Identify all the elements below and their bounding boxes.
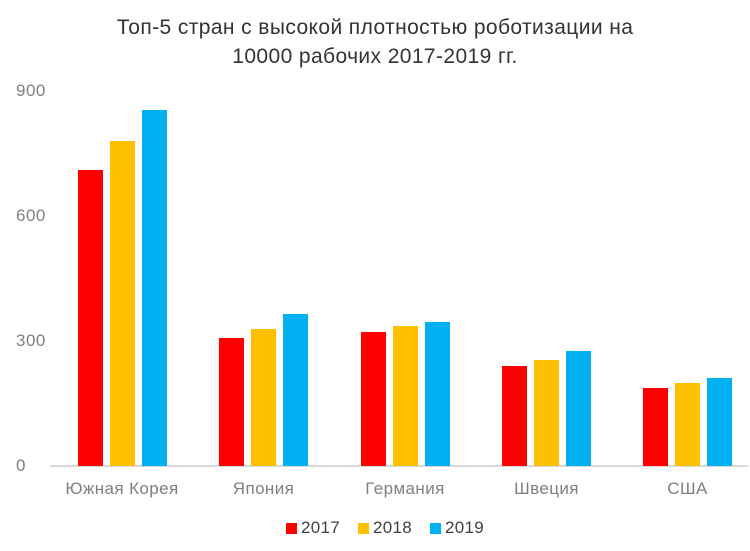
chart-title-line-1: Топ-5 стран с высокой плотностью роботиз… — [116, 16, 634, 39]
legend-label: 2019 — [445, 518, 485, 537]
category-label: Германия — [365, 479, 445, 498]
x-axis-line — [50, 465, 748, 467]
bar-2018-5 — [675, 382, 700, 466]
bar-2019-1 — [141, 109, 167, 466]
category-label: США — [667, 479, 708, 498]
legend-item-2019: 2019 — [430, 518, 484, 538]
y-axis-tick-label: 600 — [16, 206, 46, 225]
legend-item-2018: 2018 — [357, 518, 413, 538]
bar-2017-1 — [77, 170, 103, 466]
legend-swatch-icon — [285, 522, 297, 534]
legend-item-2017: 2017 — [285, 518, 340, 538]
bar-2018-2 — [251, 328, 276, 466]
legend-label: 2017 — [300, 518, 340, 537]
chart-title-line-2: 10000 рабочих 2017-2019 гг. — [232, 45, 518, 68]
legend-swatch-icon — [430, 522, 442, 534]
bar-2017-5 — [643, 387, 668, 466]
legend: 2017 2018 2019 — [10, 518, 750, 538]
bar-2019-3 — [424, 321, 450, 466]
legend-label: 2018 — [372, 518, 413, 537]
category-label: Япония — [232, 479, 295, 498]
bar-2017-3 — [360, 331, 386, 466]
bar-2018-4 — [534, 360, 559, 466]
category-label: Южная Корея — [65, 479, 179, 498]
bar-2018-1 — [109, 141, 135, 466]
y-axis-tick-label: 300 — [16, 331, 46, 350]
bar-2019-2 — [283, 314, 308, 466]
bar-2017-4 — [502, 366, 527, 466]
bar-2019-4 — [566, 351, 591, 466]
y-axis-tick-label: 900 — [16, 81, 46, 100]
bar-2019-5 — [707, 377, 732, 466]
legend-swatch-icon — [357, 522, 369, 534]
bar-2017-2 — [219, 337, 244, 466]
bar-2018-3 — [392, 326, 418, 466]
chart-title: Топ-5 стран с высокой плотностью роботиз… — [0, 13, 750, 71]
category-label: Швеция — [514, 479, 579, 498]
y-axis-tick-label: 0 — [16, 456, 26, 475]
